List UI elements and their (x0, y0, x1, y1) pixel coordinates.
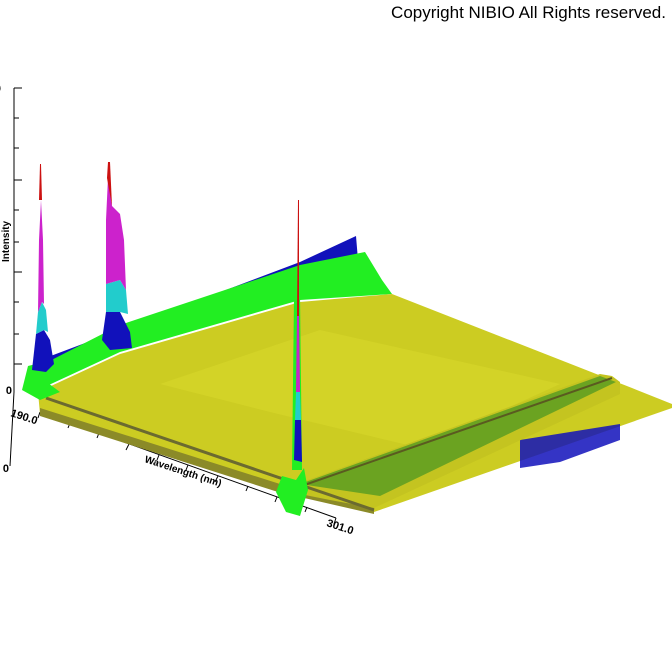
wavelength-tick-start: 190.0 (9, 407, 39, 427)
peak-third-high (296, 316, 300, 392)
peak-left-low (32, 330, 54, 372)
intensity-axis-title: Intensity (1, 220, 12, 262)
peak-left (32, 164, 54, 372)
center-green-noise (276, 468, 308, 516)
green-ridge-band (28, 252, 392, 390)
peak-second-high (106, 178, 126, 290)
intensity-tick-zero: 0 (6, 385, 12, 397)
depth-axis (9, 391, 15, 467)
peak-second-mid (106, 280, 128, 314)
depth-tick-label: 0 (3, 463, 9, 475)
wavelength-axis-ticks (37, 411, 337, 525)
spectrum-surface (22, 236, 672, 516)
right-noise-band (520, 424, 620, 468)
intensity-tick-max: 50 (0, 83, 1, 95)
peak-third-tip (297, 200, 299, 316)
yellow-plateau-highlight (160, 330, 560, 448)
peak-second-tip (107, 162, 112, 206)
peak-third (292, 200, 302, 470)
peak-third-mid (295, 392, 301, 420)
peak-left-high (38, 200, 44, 312)
peak-left-mid (36, 302, 48, 334)
peak-left-tip (39, 164, 42, 200)
left-green-noise (22, 364, 60, 400)
right-front-ridge-line (289, 377, 613, 491)
peak-third-low (294, 420, 302, 462)
wavelength-tick-end: 301.0 (325, 517, 355, 537)
peak-second-low (102, 312, 132, 350)
right-front-ridge-top (300, 376, 616, 496)
copyright-notice: Copyright NIBIO All Rights reserved. (391, 3, 666, 22)
peak-second (102, 162, 132, 350)
plateau-diagonal-line (45, 396, 375, 512)
intensity-axis-ticks (14, 87, 22, 365)
